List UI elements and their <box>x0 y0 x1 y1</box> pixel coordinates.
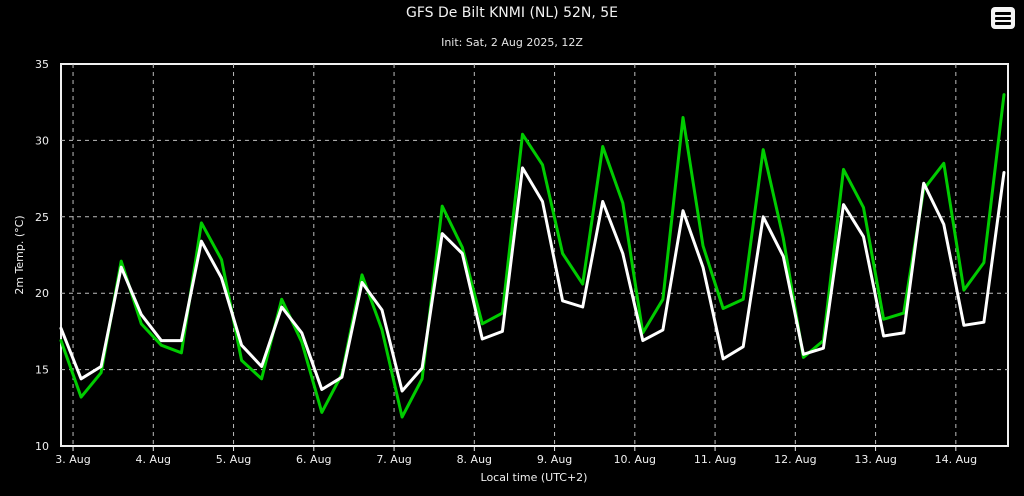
y-grid <box>61 139 1008 371</box>
y-axis-label: 2m Temp. (°C) <box>13 215 26 294</box>
x-tick-label: 12. Aug <box>774 453 816 466</box>
x-tick-label: 10. Aug <box>614 453 656 466</box>
y-tick-label: 35 <box>35 58 49 71</box>
x-tick-label: 14. Aug <box>935 453 977 466</box>
x-tick-label: 8. Aug <box>457 453 492 466</box>
x-axis-label: Local time (UTC+2) <box>481 471 588 484</box>
y-tick-labels: 10 15 20 25 30 35 <box>35 58 49 453</box>
x-tick-label: 11. Aug <box>694 453 736 466</box>
y-tick-label: 15 <box>35 364 49 377</box>
y-tick-label: 25 <box>35 211 49 224</box>
x-tick-label: 6. Aug <box>296 453 331 466</box>
y-tick-label: 20 <box>35 287 49 300</box>
y-tick-label: 10 <box>35 440 49 453</box>
chart-subtitle: Init: Sat, 2 Aug 2025, 12Z <box>441 36 583 49</box>
y-tick-label: 30 <box>35 134 49 147</box>
x-grid <box>72 64 957 451</box>
x-tick-label: 3. Aug <box>55 453 90 466</box>
series-line-1 <box>59 166 1006 393</box>
hamburger-menu-icon[interactable] <box>991 7 1015 29</box>
series-line-0 <box>59 93 1006 419</box>
plot-border <box>60 63 1009 447</box>
x-tick-label: 7. Aug <box>376 453 411 466</box>
x-tick-label: 13. Aug <box>854 453 896 466</box>
x-tick-labels: 3. Aug 4. Aug 5. Aug 6. Aug 7. Aug 8. Aug 9. A… <box>55 453 977 466</box>
chart-title: GFS De Bilt KNMI (NL) 52N, 5E <box>405 5 619 21</box>
x-tick-label: 5. Aug <box>216 453 251 466</box>
series-lines <box>59 93 1006 419</box>
x-tick-label: 9. Aug <box>537 453 572 466</box>
x-tick-label: 4. Aug <box>136 453 171 466</box>
